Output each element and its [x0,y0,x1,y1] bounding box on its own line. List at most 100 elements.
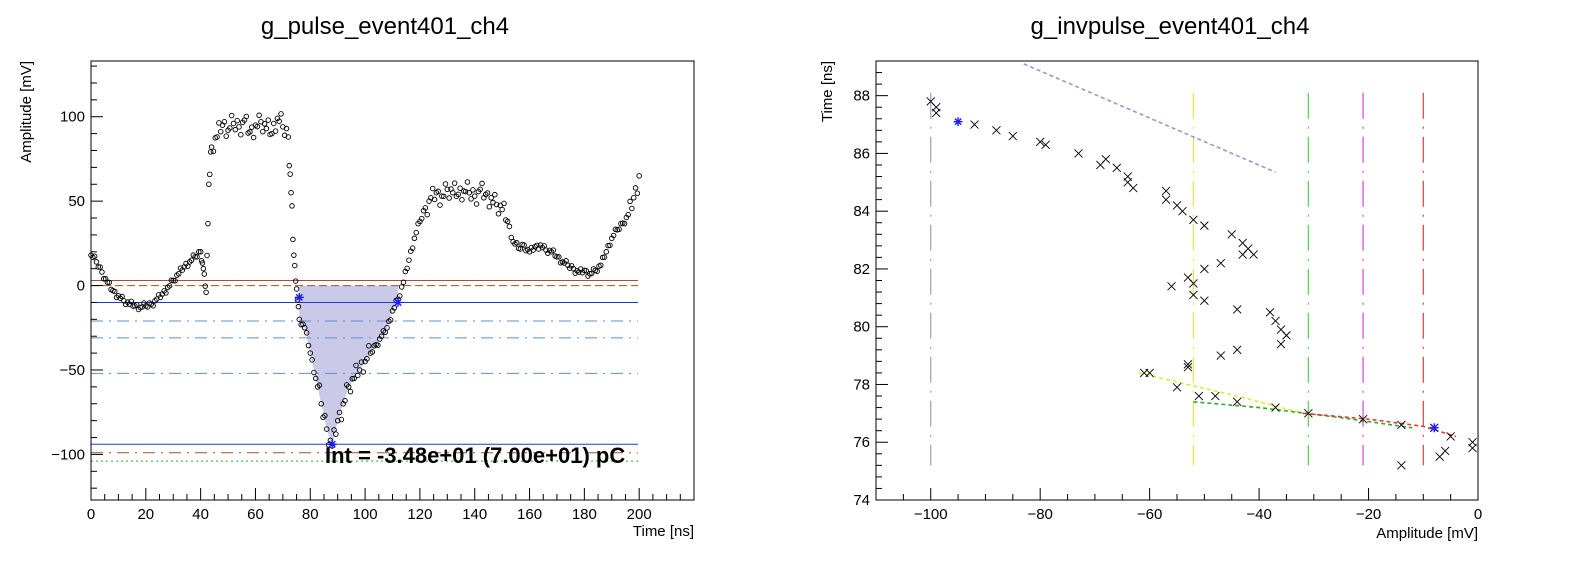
data-point [492,191,498,198]
invpulse-chart: g_invpulse_event401_ch4 −100 −80 −60 −40 −20… [819,13,1482,542]
data-point [260,128,266,135]
data-point [479,180,485,187]
data-point [418,215,425,222]
data-point [311,369,317,376]
data-point [413,229,420,236]
invpulse-y-tick-label: 86 [853,145,870,162]
data-point [232,126,239,133]
data-point [1276,325,1286,334]
data-point [270,120,277,127]
data-point [1194,391,1204,401]
data-point [1435,452,1445,461]
pulse-y-tick-label: 50 [68,193,85,210]
data-point [95,264,102,270]
data-point [409,245,416,251]
data-point [196,249,202,255]
highlight-marker [295,293,303,302]
data-point [554,254,560,260]
data-point [289,203,295,209]
highlight-points [294,292,403,449]
data-point [243,113,250,120]
data-point [468,196,474,202]
data-point [517,246,524,252]
data-point [1183,273,1193,282]
data-point [353,362,359,369]
data-point [382,329,388,336]
integral-annotation: Int = -3.48e+01 (7.00e+01) pC [325,443,625,468]
data-point [163,290,169,296]
data-point [1200,264,1209,274]
pulse-chart: g_pulse_event401_ch4 0 20 40 60 80 100 120 140 1… [18,13,695,540]
data-point [378,333,385,339]
invpulse-y-tick-label: 82 [853,261,870,278]
invpulse-axis-ticks: −100 −80 −60 −40 −20 0 74 76 78 80 82 84 86 88 [853,60,1482,523]
pulse-chart-title: g_pulse_event401_ch4 [261,13,509,40]
data-point [450,189,456,196]
data-point [440,193,447,200]
invpulse-y-tick-label: 84 [853,203,870,220]
data-point [166,283,173,289]
data-point [422,205,429,211]
data-point [210,148,217,155]
fit-line [1138,372,1304,415]
data-point [230,120,237,127]
highlight-marker [394,298,402,307]
data-point [1172,201,1182,210]
data-point [484,190,491,196]
pulse-x-tick-label: 80 [302,506,319,523]
data-point [283,125,290,132]
data-point [1271,403,1280,412]
data-point [970,120,979,129]
data-point [459,196,465,203]
integral-region [299,285,398,446]
data-point [342,397,348,404]
data-point [397,293,403,299]
data-point [199,260,206,266]
data-point [333,431,339,437]
data-point [313,375,319,382]
data-point [1200,296,1209,306]
data-point [188,257,195,263]
data-point [398,284,405,290]
data-point [322,412,328,419]
data-point [1139,368,1149,378]
highlight-marker [328,440,336,448]
data-point [200,265,207,272]
data-point [97,264,103,270]
data-point [488,195,494,201]
data-point [550,247,557,253]
data-point [466,189,472,196]
pulse-x-tick-label: 140 [462,506,487,523]
data-point [495,211,502,217]
pulse-x-tick-label: 160 [517,506,542,523]
data-point [250,134,257,141]
data-point [91,253,98,260]
data-point [1041,140,1050,150]
data-point [223,133,229,139]
data-point [435,188,441,195]
data-point [318,401,324,407]
data-point [992,125,1001,135]
data-point [355,372,361,379]
data-point [486,204,493,210]
data-point [175,270,182,277]
data-point [1232,305,1242,314]
data-point [437,202,443,208]
data-point [1183,359,1193,369]
data-point [1074,149,1083,158]
data-point [1276,339,1286,349]
invpulse-x-axis-label: Amplitude [mV] [1376,525,1478,542]
data-point [1183,362,1193,372]
data-point [307,350,314,356]
data-point [1304,409,1313,418]
data-point [334,417,341,424]
data-point [462,188,469,195]
pulse-y-axis-label: Amplitude [mV] [18,61,35,163]
highlight-marker [1430,424,1438,432]
data-point [1238,250,1247,259]
data-point [1101,154,1111,164]
data-point [217,128,224,135]
data-point [451,180,458,186]
data-point [926,97,936,106]
data-point [424,211,430,218]
